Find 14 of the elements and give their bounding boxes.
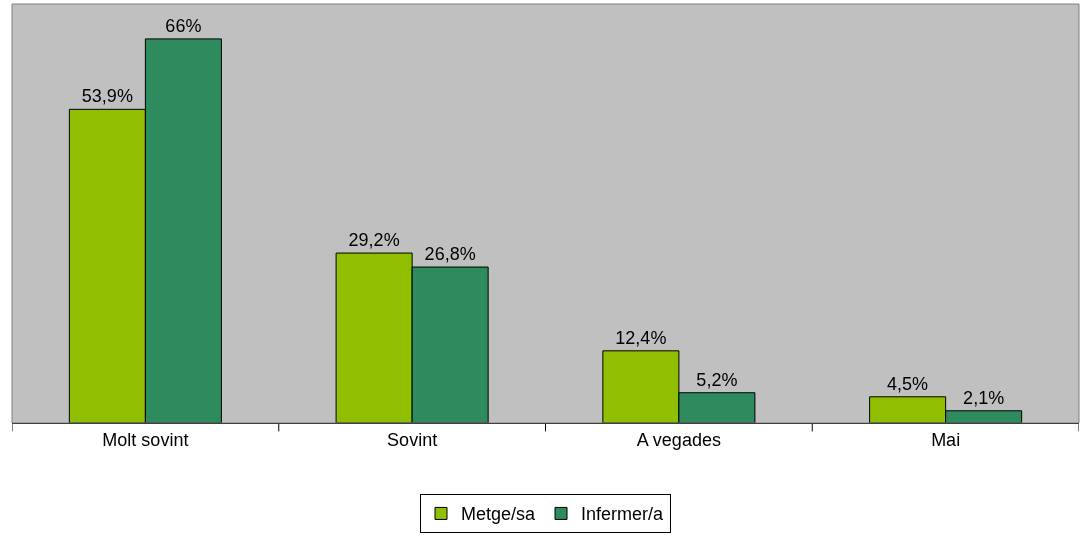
data-label: 53,9%	[81, 86, 133, 107]
data-label: 2,1%	[963, 387, 1005, 408]
data-label: 66%	[165, 15, 202, 36]
x-tick-label: Sovint	[387, 429, 438, 450]
x-tick-label: Molt sovint	[102, 429, 189, 450]
data-label: 29,2%	[348, 230, 400, 251]
data-label: 5,2%	[696, 369, 738, 390]
data-label: 26,8%	[424, 244, 476, 265]
data-label: 12,4%	[615, 327, 667, 348]
data-label: 4,5%	[887, 373, 929, 394]
x-tick-label: Mai	[931, 429, 961, 450]
legend-label: Metge/sa	[461, 504, 537, 525]
legend-label: Infermer/a	[581, 504, 665, 525]
x-tick-label: A vegades	[636, 429, 721, 450]
